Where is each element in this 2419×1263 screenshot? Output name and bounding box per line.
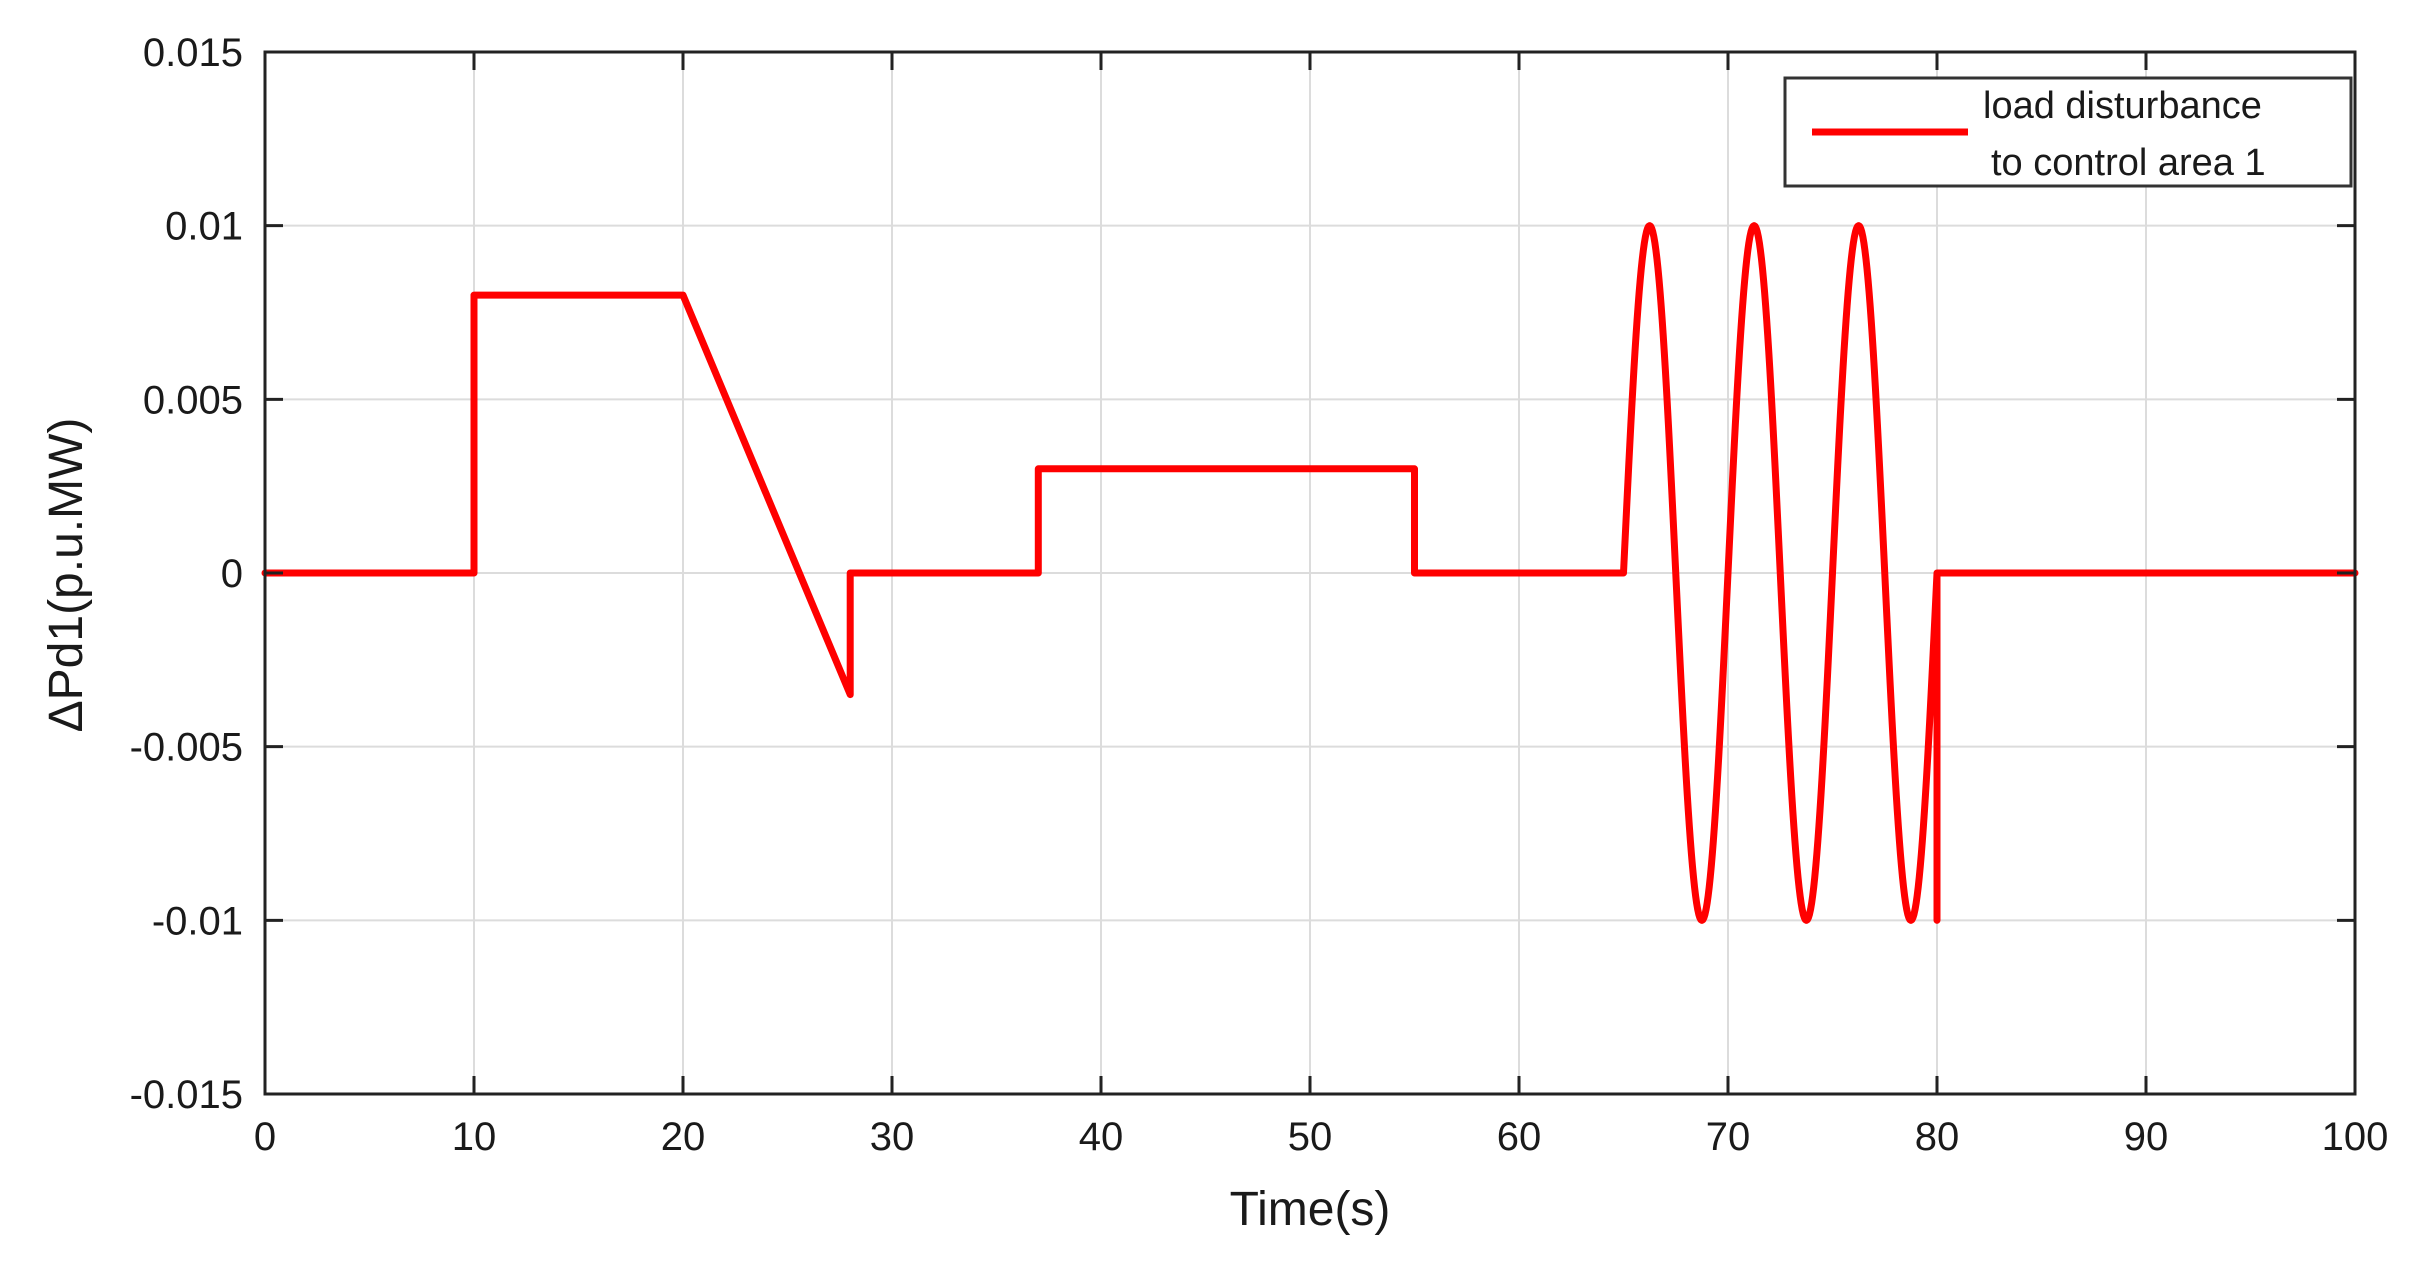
x-tick-label: 80 <box>1915 1115 1960 1159</box>
y-tick-label: -0.015 <box>130 1073 243 1117</box>
y-tick-label: -0.01 <box>152 899 243 943</box>
x-axis-title: Time(s) <box>1230 1183 1391 1236</box>
y-tick-label: -0.005 <box>130 726 243 770</box>
y-tick-label: 0 <box>221 552 243 596</box>
x-tick-label: 0 <box>254 1115 276 1159</box>
y-tick-label: 0.01 <box>165 205 243 249</box>
legend-label-line-2: to control area 1 <box>1991 142 2266 184</box>
x-tick-label: 50 <box>1288 1115 1333 1159</box>
x-tick-label: 20 <box>661 1115 706 1159</box>
legend: load disturbance to control area 1 <box>1783 76 2353 188</box>
x-tick-label: 100 <box>2322 1115 2389 1159</box>
x-tick-label: 40 <box>1079 1115 1124 1159</box>
y-tick-label: 0.015 <box>143 31 243 75</box>
x-tick-label: 10 <box>452 1115 497 1159</box>
y-axis-title: ΔPd1(p.u.MW) <box>40 418 93 733</box>
series-layer <box>261 222 2359 924</box>
ticks-layer <box>263 50 2357 1096</box>
tick-labels-layer: 0 10 20 30 40 50 60 70 80 90 1000.0150.010.0050-0.… <box>130 31 2389 1159</box>
x-tick-label: 60 <box>1497 1115 1542 1159</box>
x-tick-label: 30 <box>870 1115 915 1159</box>
series-line <box>261 222 2359 924</box>
x-tick-label: 70 <box>1706 1115 1751 1159</box>
x-tick-label: 90 <box>2124 1115 2169 1159</box>
legend-label-line-1: load disturbance <box>1983 85 2262 127</box>
y-tick-label: 0.005 <box>143 378 243 422</box>
